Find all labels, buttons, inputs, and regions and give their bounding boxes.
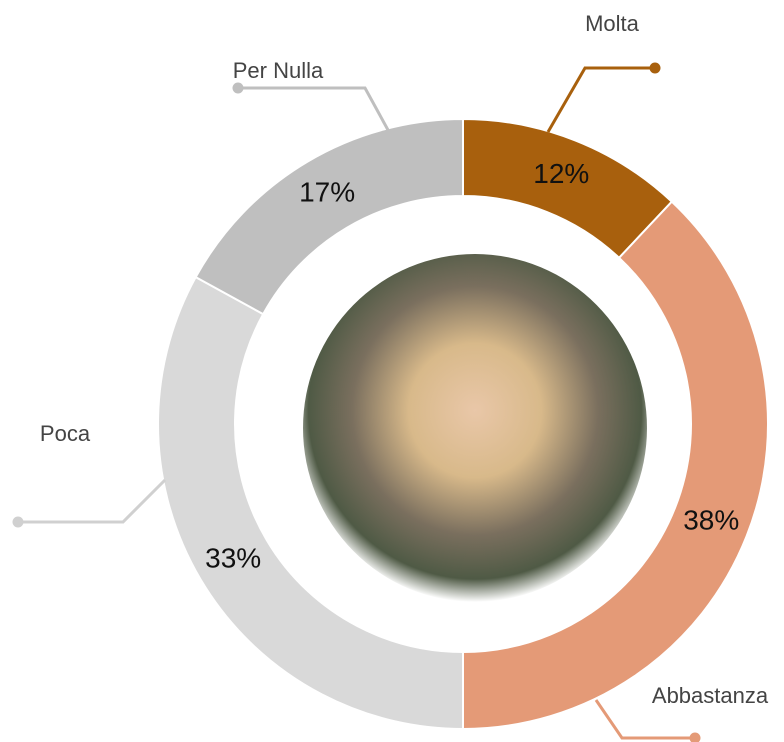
leader-line	[594, 699, 695, 740]
value-label: 12%	[533, 158, 589, 189]
center-photo	[303, 254, 647, 602]
leader-line	[546, 66, 655, 133]
value-label: 33%	[205, 542, 261, 573]
leader-line	[18, 478, 167, 524]
leader-dot	[649, 62, 661, 74]
category-label: Molta	[585, 11, 640, 36]
donut-slice	[157, 275, 464, 731]
donut-slice	[462, 200, 769, 731]
category-label: Abbastanza	[652, 683, 769, 708]
donut-slice	[194, 117, 464, 316]
leader-dot	[12, 516, 24, 528]
leader-dot	[689, 732, 701, 742]
leader-line	[238, 86, 390, 131]
category-label: Poca	[40, 421, 91, 446]
value-label: 17%	[299, 177, 355, 208]
category-label: Per Nulla	[233, 58, 324, 83]
value-label: 38%	[683, 505, 739, 536]
leader-dot	[232, 82, 244, 94]
